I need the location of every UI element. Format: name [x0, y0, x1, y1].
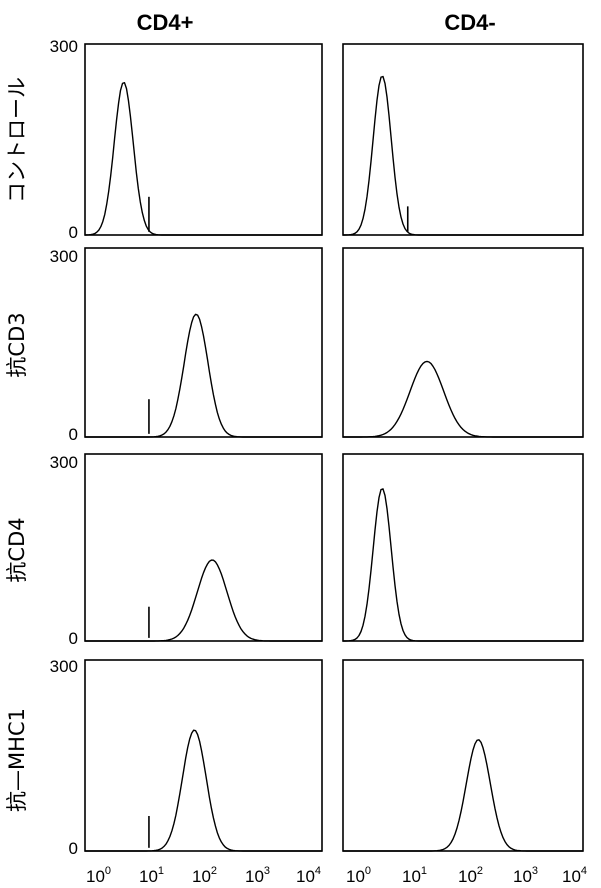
row-label-anti-cd3: 抗CD3: [5, 312, 29, 377]
x-tick-left-10-0: 100: [86, 865, 111, 886]
histogram-curve-r4-c1: [85, 729, 322, 852]
y-tick-0-row4: 0: [69, 839, 78, 858]
x-tick-left-10-1: 101: [139, 865, 164, 886]
column-title-cd4-positive: CD4+: [137, 10, 194, 35]
row-label-anti-mhc1: 抗—MHC1: [5, 708, 29, 812]
column-title-cd4-negative: CD4-: [444, 10, 495, 35]
x-tick-left-10-3: 103: [245, 865, 270, 886]
y-tick-0-row1: 0: [69, 223, 78, 242]
histogram-curve-r2-c1: [85, 313, 322, 438]
x-tick-left-10-4: 104: [296, 865, 321, 886]
panel-frame-r1-c2: [342, 43, 584, 236]
panel-frame-r2-c2: [342, 247, 584, 438]
panel-frame-r3-c1: [84, 453, 323, 642]
y-tick-300-row2: 300: [50, 247, 78, 266]
y-tick-300-row4: 300: [50, 657, 78, 676]
x-tick-right-10-2: 102: [458, 865, 483, 886]
histogram-curve-r1-c2: [343, 75, 583, 236]
y-tick-0-row3: 0: [69, 629, 78, 648]
x-tick-right-10-3: 103: [513, 865, 538, 886]
x-tick-right-10-4: 104: [562, 865, 587, 886]
histogram-curve-r3-c1: [85, 559, 322, 642]
panel-frame-r4-c1: [84, 659, 323, 852]
x-tick-right-10-1: 101: [402, 865, 427, 886]
x-tick-right-10-0: 100: [346, 865, 371, 886]
histogram-panels: [84, 43, 584, 852]
row-label-anti-cd4: 抗CD4: [5, 517, 29, 582]
histogram-curve-r4-c2: [343, 739, 583, 852]
y-tick-300-row1: 300: [50, 37, 78, 56]
histogram-curve-r1-c1: [84, 82, 322, 236]
panel-frame-r3-c2: [342, 453, 584, 642]
y-tick-300-row3: 300: [50, 453, 78, 472]
row-label-control: コントロール: [5, 77, 29, 203]
panel-frame-r4-c2: [342, 659, 584, 852]
panel-frame-r2-c1: [84, 247, 323, 438]
x-tick-left-10-2: 102: [192, 865, 217, 886]
y-tick-0-row2: 0: [69, 425, 78, 444]
histogram-curve-r2-c2: [343, 360, 583, 438]
histogram-curve-r3-c2: [343, 488, 583, 642]
panel-frame-r1-c1: [84, 43, 323, 236]
